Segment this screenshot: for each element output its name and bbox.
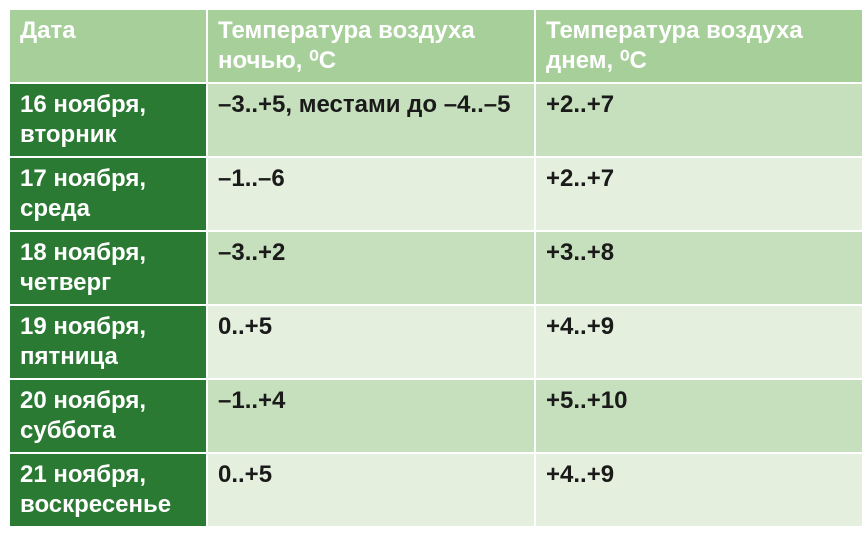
col-header-night: Температура воздуха ночью, ⁰С [208,10,534,82]
table-row: 20 ноября, суббота –1..+4 +5..+10 [10,380,862,452]
cell-day: +2..+7 [536,158,862,230]
col-header-day: Температура воздуха днем, ⁰С [536,10,862,82]
cell-night: –3..+2 [208,232,534,304]
table-row: 18 ноября, четверг –3..+2 +3..+8 [10,232,862,304]
cell-day: +5..+10 [536,380,862,452]
cell-night: –1..+4 [208,380,534,452]
cell-date: 21 ноября, воскресенье [10,454,206,526]
table-row: 21 ноября, воскресенье 0..+5 +4..+9 [10,454,862,526]
table-row: 16 ноября, вторник –3..+5, местами до –4… [10,84,862,156]
cell-night: 0..+5 [208,306,534,378]
cell-day: +3..+8 [536,232,862,304]
cell-date: 16 ноября, вторник [10,84,206,156]
cell-date: 20 ноября, суббота [10,380,206,452]
cell-date: 17 ноября, среда [10,158,206,230]
table-row: 17 ноября, среда –1..–6 +2..+7 [10,158,862,230]
cell-date: 19 ноября, пятница [10,306,206,378]
cell-night: –3..+5, местами до –4..–5 [208,84,534,156]
cell-day: +4..+9 [536,306,862,378]
col-header-date: Дата [10,10,206,82]
weather-table: Дата Температура воздуха ночью, ⁰С Темпе… [8,8,864,528]
cell-night: 0..+5 [208,454,534,526]
table-header-row: Дата Температура воздуха ночью, ⁰С Темпе… [10,10,862,82]
cell-date: 18 ноября, четверг [10,232,206,304]
cell-day: +4..+9 [536,454,862,526]
cell-night: –1..–6 [208,158,534,230]
cell-day: +2..+7 [536,84,862,156]
table-row: 19 ноября, пятница 0..+5 +4..+9 [10,306,862,378]
